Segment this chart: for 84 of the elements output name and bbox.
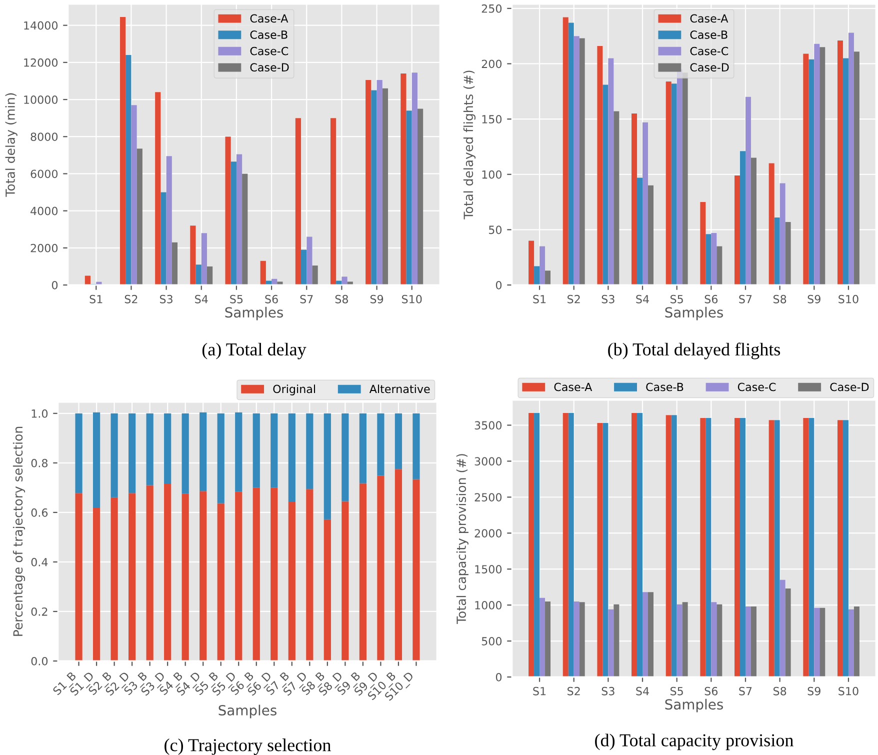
y-tick-label: 3500: [474, 421, 502, 430]
legend-label: Case-D: [690, 63, 729, 72]
x-tick-label: S2: [568, 686, 580, 696]
legend-label: Case-D: [250, 63, 289, 72]
legend-label: Case-A: [250, 14, 288, 23]
x-tick-label: S8: [773, 686, 786, 696]
x-tick-label: S9: [808, 686, 820, 696]
y-tick-label: 0: [52, 280, 58, 290]
x-tick-label: S5: [670, 686, 683, 696]
y-tick-label: 8000: [30, 132, 58, 141]
y-tick-label: 0.6: [31, 508, 48, 517]
y-tick-label: 0.8: [31, 458, 48, 468]
legend-label: Case-B: [690, 30, 728, 39]
legend-label: Case-C: [250, 46, 288, 56]
y-tick-label: 0.4: [31, 558, 48, 566]
y-tick-label: 1000: [475, 601, 502, 610]
x-tick-label: S7: [300, 294, 313, 304]
x-axis-title: Samples: [665, 698, 723, 712]
y-tick-label: 2000: [474, 529, 502, 538]
x-axis-title: Samples: [665, 306, 723, 320]
y-tick-label: 0: [496, 672, 502, 682]
x-tick-label: S2: [124, 294, 138, 304]
y-axis-title: Total capacity provision (#): [456, 454, 468, 624]
legend-label: Case-A: [690, 14, 728, 23]
y-tick-label: 14000: [24, 21, 58, 30]
legend-label: Case-C: [738, 382, 776, 392]
x-tick-label: S9: [808, 294, 820, 304]
x-tick-label: S3: [602, 294, 614, 304]
y-tick-label: 10000: [24, 95, 58, 104]
y-tick-label: 3000: [474, 457, 502, 466]
y-tick-label: 500: [482, 637, 502, 646]
x-tick-label: S3: [602, 686, 614, 696]
x-tick-label: S7: [739, 686, 752, 696]
y-tick-label: 6000: [30, 170, 58, 178]
text: (b) Total delayed flights: [608, 342, 780, 360]
legend-label: Case-B: [250, 30, 288, 39]
x-tick-label: S1: [533, 294, 546, 304]
x-tick-label: S5: [670, 294, 683, 304]
x-tick-label: S4: [195, 294, 208, 304]
text: (d) Total capacity provision: [595, 734, 794, 750]
legend-label: Case-D: [830, 382, 869, 392]
y-tick-label: 0.2: [31, 607, 48, 616]
legend-label: Alternative: [369, 384, 430, 394]
y-tick-label: 2500: [474, 493, 502, 502]
x-tick-label: S10: [402, 294, 422, 304]
x-axis-title: Samples: [218, 704, 276, 718]
x-tick-label: S10: [838, 686, 858, 696]
y-tick-label: 200: [482, 60, 502, 68]
x-tick-label: S6: [704, 686, 718, 696]
x-tick-label: S1: [533, 686, 546, 696]
y-tick-label: 0.0: [31, 656, 48, 666]
y-tick-label: 4000: [30, 206, 58, 216]
legend-label: Case-C: [690, 46, 728, 56]
x-tick-label: S10: [838, 294, 858, 304]
x-tick-label: S8: [773, 294, 786, 304]
x-tick-label: S9: [370, 294, 384, 304]
x-tick-label: S7: [739, 294, 752, 304]
x-tick-label: S1: [90, 294, 102, 304]
text: (a) Total delay: [202, 342, 306, 360]
text: (c) Trajectory selection: [164, 738, 331, 755]
y-tick-label: 12000: [24, 58, 58, 67]
legend-label: Case-B: [646, 382, 684, 392]
y-tick-label: 1500: [475, 565, 502, 574]
x-tick-label: S6: [265, 294, 278, 304]
x-axis-title: Samples: [225, 306, 283, 320]
y-axis-title: Percentage of trajectory selection: [12, 426, 26, 636]
y-tick-label: 0: [496, 280, 502, 290]
y-tick-label: 250: [482, 4, 502, 13]
y-axis-title: Total delayed flights (#): [463, 70, 476, 220]
x-tick-label: S4: [636, 686, 649, 696]
x-tick-label: S2: [568, 294, 580, 304]
legend-label: Case-A: [554, 382, 592, 392]
y-axis-title: Total delay (min): [5, 93, 18, 197]
y-tick-label: 50: [488, 226, 502, 234]
x-tick-label: S8: [335, 294, 348, 304]
y-tick-label: 100: [482, 170, 502, 179]
legend-label: Original: [273, 384, 315, 396]
x-tick-label: S3: [160, 294, 172, 304]
x-tick-label: S6: [704, 294, 718, 304]
x-tick-label: S5: [230, 294, 243, 304]
y-tick-label: 1.0: [32, 409, 48, 418]
x-tick-label: S4: [636, 294, 649, 304]
y-tick-label: 2000: [30, 244, 58, 252]
y-tick-label: 150: [482, 115, 502, 124]
